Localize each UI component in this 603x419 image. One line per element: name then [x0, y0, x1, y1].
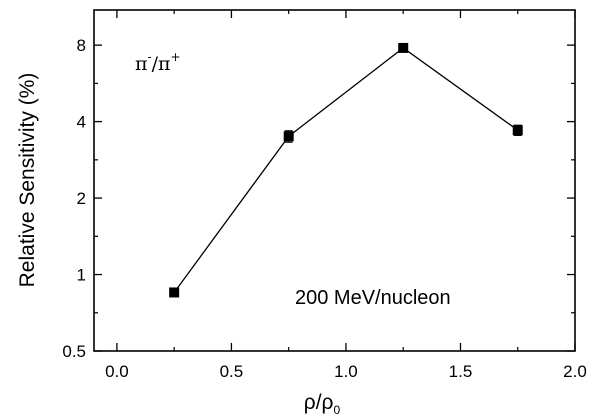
data-point-marker [512, 125, 523, 136]
x-tick-label: 1.0 [334, 362, 358, 381]
data-point-marker [398, 42, 409, 53]
y-axis-label: Relative Sensitivity (%) [16, 73, 39, 288]
x-axis-label-subscript: 0 [334, 403, 341, 417]
series-polyline [173, 47, 519, 293]
y-axis-ticks: 0.5 1 2 4 8 [62, 36, 575, 361]
x-tick-label: 1.5 [449, 362, 473, 381]
plot-frame [93, 9, 576, 352]
series-line [173, 47, 519, 293]
ratio-slash-pi: /π [152, 53, 171, 75]
x-tick-label: 0.5 [220, 362, 244, 381]
x-tick-label: 2.0 [563, 362, 587, 381]
ratio-pi-minus: π [135, 53, 148, 75]
y-tick-label: 0.5 [62, 342, 86, 361]
x-axis-label: ρ/ρ0 [304, 391, 341, 417]
x-axis-label-main: ρ/ρ [304, 391, 334, 414]
data-point-marker [169, 287, 180, 298]
series-markers [169, 42, 523, 298]
data-point-marker [283, 131, 294, 142]
y-tick-label: 4 [77, 113, 86, 132]
x-tick-label: 0.0 [105, 362, 129, 381]
x-axis-ticks: 0.0 0.5 1.0 1.5 2.0 [105, 10, 587, 381]
ratio-plus-sign: + [170, 50, 180, 64]
energy-annotation: 200 MeV/nucleon [295, 287, 451, 309]
y-tick-label: 2 [77, 189, 86, 208]
y-tick-label: 1 [77, 266, 86, 285]
ratio-annotation: π-/π+ [135, 50, 181, 75]
ratio-minus-sign: - [148, 50, 152, 64]
y-tick-label: 8 [77, 36, 86, 55]
